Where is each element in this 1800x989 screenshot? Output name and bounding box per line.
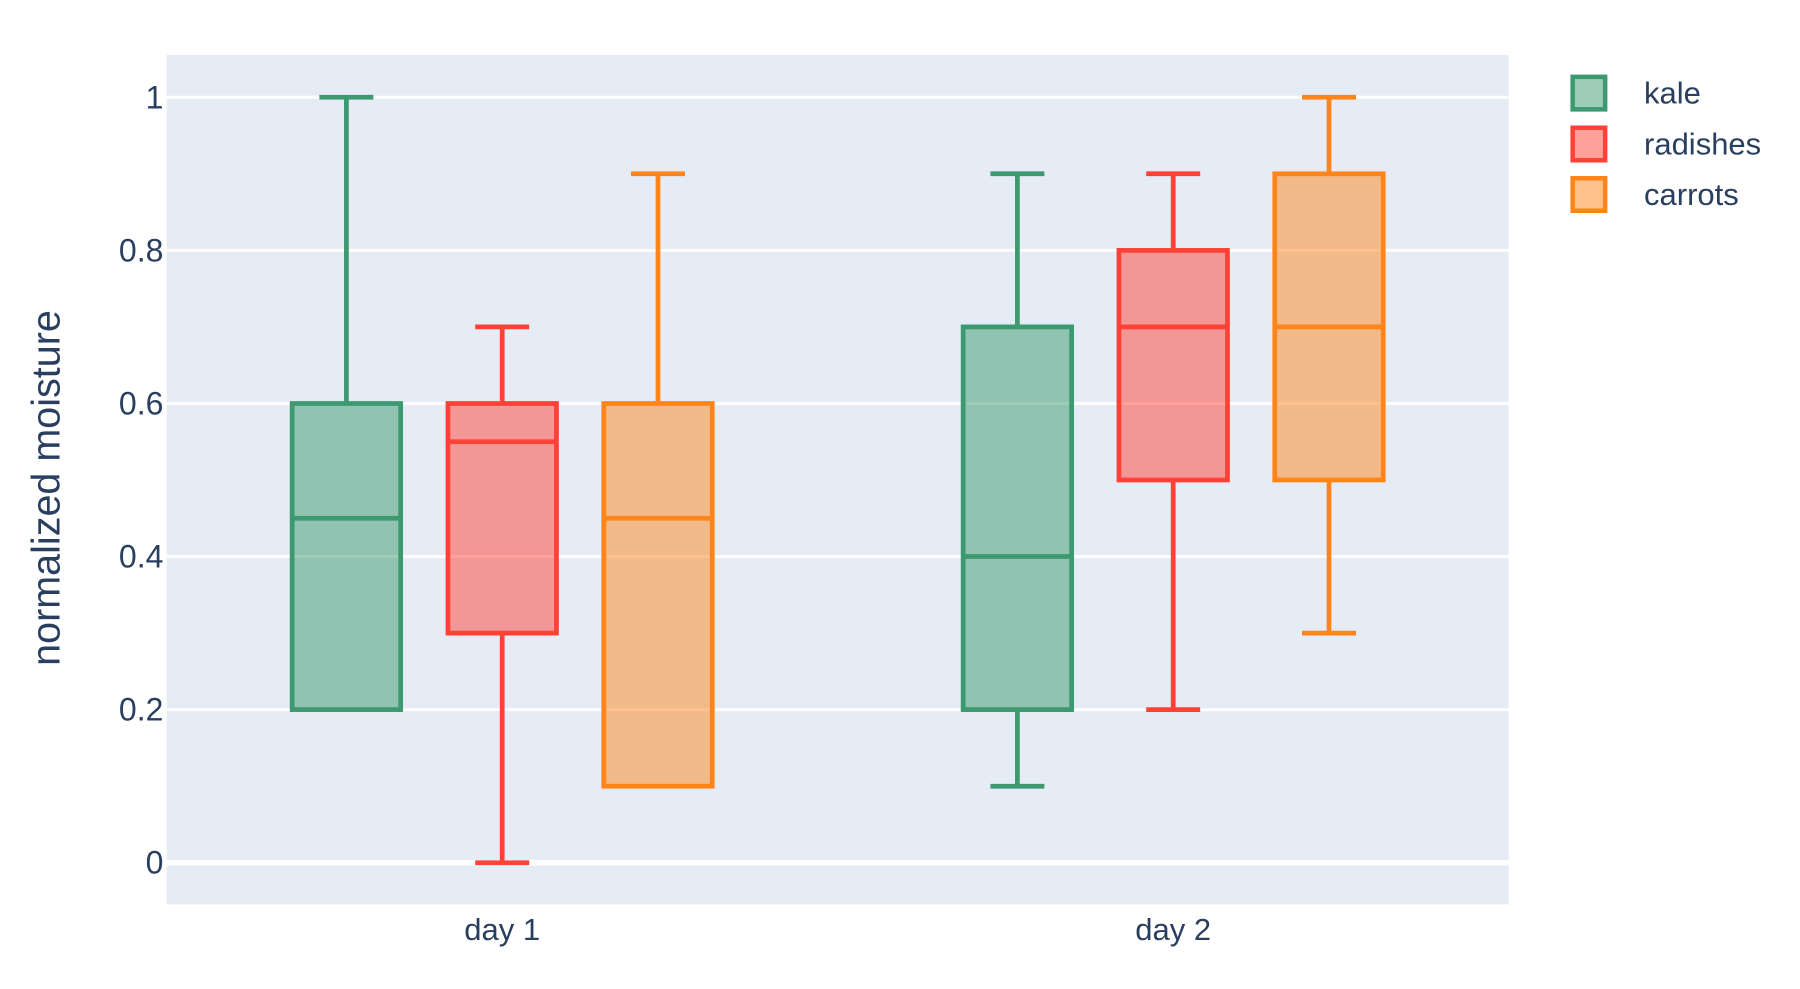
svg-text:radishes: radishes xyxy=(1644,127,1761,162)
svg-text:normalized moisture: normalized moisture xyxy=(25,310,69,666)
svg-text:1: 1 xyxy=(146,79,164,115)
svg-text:day 2: day 2 xyxy=(1135,912,1211,947)
svg-text:0.8: 0.8 xyxy=(119,232,163,268)
svg-text:0.6: 0.6 xyxy=(119,386,163,422)
svg-text:day 1: day 1 xyxy=(464,912,540,947)
svg-text:kale: kale xyxy=(1644,76,1701,111)
svg-text:0: 0 xyxy=(146,845,164,881)
svg-text:0.4: 0.4 xyxy=(119,539,163,575)
svg-text:0.2: 0.2 xyxy=(119,692,163,728)
svg-text:carrots: carrots xyxy=(1644,177,1739,212)
